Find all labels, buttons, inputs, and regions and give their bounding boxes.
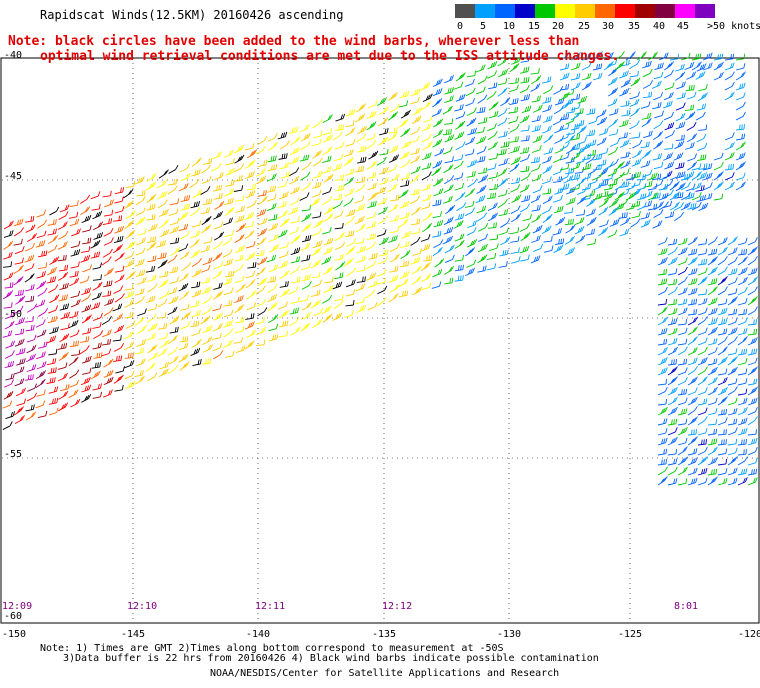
note-line-1: Note: black circles have been added to t…: [8, 34, 580, 49]
pass-time-label: 12:09: [2, 601, 32, 612]
lat-label: -45: [4, 171, 22, 182]
colorbar-label: 20: [552, 21, 565, 32]
colorbar-swatch: [515, 4, 535, 18]
pass-time-label: 12:10: [127, 601, 157, 612]
colorbar-swatch: [495, 4, 515, 18]
lat-label: -50: [4, 309, 22, 320]
pass-time-label: 12:12: [382, 601, 412, 612]
lon-label: -120: [738, 629, 760, 640]
graticule: [2, 58, 758, 622]
colorbar-swatch: [595, 4, 615, 18]
lon-label: -135: [372, 629, 396, 640]
lat-label: -55: [4, 449, 22, 460]
colorbar-label: 10: [503, 21, 516, 32]
pass-time-label: 8:01: [674, 601, 698, 612]
lon-label: -140: [246, 629, 270, 640]
lat-label: -60: [4, 611, 22, 622]
colorbar-swatch: [555, 4, 575, 18]
colorbar-label: 5: [480, 21, 487, 32]
map-title: Rapidscat Winds(12.5KM) 20160426 ascendi…: [40, 8, 344, 22]
wind-barbs: [2, 51, 758, 486]
colorbar-swatch: [615, 4, 635, 18]
lon-label: -145: [121, 629, 145, 640]
colorbar-label: 25: [578, 21, 591, 32]
colorbar-swatch: [655, 4, 675, 18]
footer-line-1: Note: 1) Times are GMT 2)Times along bot…: [40, 643, 504, 654]
colorbar-swatch: [635, 4, 655, 18]
lon-label: -125: [618, 629, 642, 640]
colorbar-label: 40: [653, 21, 666, 32]
footer-line-2: 3)Data buffer is 22 hrs from 20160426 4)…: [63, 653, 599, 664]
colorbar-label: 35: [628, 21, 641, 32]
wind-speed-colorbar: [455, 4, 715, 18]
colorbar-label: 15: [528, 21, 541, 32]
note-line-2: optimal wind retrieval conditions are me…: [40, 49, 620, 64]
pass-time-label: 12:11: [255, 601, 285, 612]
colorbar-swatch: [695, 4, 715, 18]
colorbar-swatch: [535, 4, 555, 18]
map-frame: [0, 57, 760, 624]
axis-labels: -40 -45 -50 -55 -60 -150 -145 -140 -135 -130 -125 -…: [2, 50, 760, 640]
colorbar-label: >50 knots: [707, 21, 760, 32]
colorbar-swatch: [475, 4, 495, 18]
colorbar-swatch: [455, 4, 475, 18]
lat-label: -40: [4, 50, 22, 61]
footer-credit: NOAA/NESDIS/Center for Satellite Applica…: [210, 668, 560, 679]
colorbar-swatch: [575, 4, 595, 18]
colorbar-label: 0: [457, 21, 464, 32]
colorbar-label: 45: [677, 21, 690, 32]
colorbar-swatch: [675, 4, 695, 18]
lon-label: -130: [497, 629, 521, 640]
colorbar-label: 30: [602, 21, 615, 32]
lon-label: -150: [2, 629, 26, 640]
